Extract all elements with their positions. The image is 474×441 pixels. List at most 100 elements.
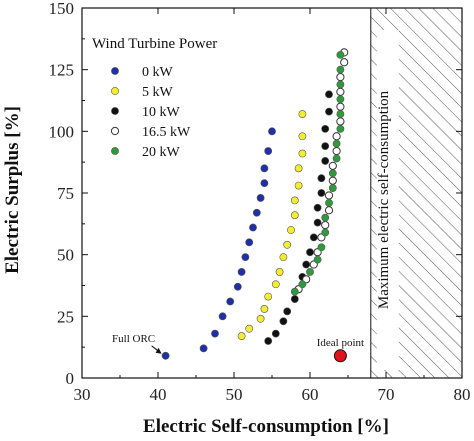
data-point-0-kw-2 xyxy=(211,329,219,338)
data-point-0-kw-3 xyxy=(218,312,227,321)
data-point-5-kw-16 xyxy=(298,110,307,118)
data-point-5-kw-10 xyxy=(290,211,299,220)
data-point-20-kw-5 xyxy=(321,228,330,237)
x-tick-label-2: 50 xyxy=(226,385,243,404)
data-point-5-kw-1 xyxy=(245,324,254,333)
data-point-0-kw-1 xyxy=(199,344,208,353)
data-point-10-kw-12 xyxy=(317,189,326,197)
data-point-10-kw-16 xyxy=(321,124,330,133)
data-point-5-kw-15 xyxy=(298,132,307,141)
data-point-0-kw-11 xyxy=(256,194,265,202)
data-point-5-kw-12 xyxy=(294,181,303,190)
data-point-5-kw-13 xyxy=(294,164,303,173)
points-layer: Ideal point xyxy=(161,48,364,363)
y-tick-label-2: 50 xyxy=(57,246,74,265)
legend-marker-2 xyxy=(111,107,119,115)
data-point-16-5-kw-5 xyxy=(321,220,330,230)
data-point-0-kw-10 xyxy=(252,208,261,217)
data-point-5-kw-2 xyxy=(256,314,265,323)
data-point-10-kw-3 xyxy=(283,307,292,316)
annotations-layer: Full ORC xyxy=(112,333,162,354)
data-point-16-5-kw-12 xyxy=(336,117,345,126)
shaded-region-label-background xyxy=(376,30,399,370)
data-point-0-kw-5 xyxy=(233,282,242,291)
data-point-16-5-kw-16 xyxy=(340,58,349,67)
data-point-10-kw-14 xyxy=(321,157,330,165)
x-tick-label-1: 40 xyxy=(150,385,167,404)
y-tick-label-3: 75 xyxy=(57,184,74,203)
data-point-20-kw-16 xyxy=(336,65,345,74)
data-point-5-kw-7 xyxy=(279,253,288,262)
data-point-20-kw-15 xyxy=(336,80,345,89)
data-point-10-kw-17 xyxy=(325,107,333,116)
data-point-20-kw-2 xyxy=(306,268,314,276)
data-point-16-5-kw-7 xyxy=(324,191,334,200)
data-point-20-kw-11 xyxy=(332,139,341,148)
data-point-20-kw-9 xyxy=(328,169,337,178)
data-point-16-5-kw-13 xyxy=(336,102,345,111)
legend-marker-1 xyxy=(111,87,119,95)
legend-marker-4 xyxy=(111,147,119,155)
data-point-0-kw-13 xyxy=(260,164,269,173)
x-tick-label-4: 70 xyxy=(378,385,395,404)
data-point-10-kw-4 xyxy=(290,295,299,303)
legend-label-4: 20 kW xyxy=(142,145,181,160)
data-point-20-kw-14 xyxy=(336,95,345,104)
data-point-16-5-kw-6 xyxy=(324,206,334,215)
data-point-16-5-kw-11 xyxy=(332,132,341,141)
data-point-0-kw-12 xyxy=(260,179,269,188)
data-point-16-5-kw-8 xyxy=(328,176,337,185)
shaded-region-layer: Maximum electric self-consumption xyxy=(370,8,462,378)
data-point-10-kw-10 xyxy=(313,218,322,227)
data-point-20-kw-4 xyxy=(317,243,326,252)
data-point-5-kw-9 xyxy=(287,226,295,234)
data-point-20-kw-3 xyxy=(313,255,322,264)
data-point-0-kw-6 xyxy=(237,268,246,276)
data-point-5-kw-14 xyxy=(298,149,307,158)
legend-label-1: 5 kW xyxy=(142,85,174,100)
data-point-16-5-kw-9 xyxy=(328,161,337,170)
annotation-arrowhead-0 xyxy=(155,347,162,354)
y-tick-label-6: 150 xyxy=(49,0,75,18)
data-point-20-kw-7 xyxy=(325,198,333,207)
data-point-20-kw-12 xyxy=(336,124,345,133)
data-point-20-kw-13 xyxy=(336,110,345,118)
data-point-20-kw-10 xyxy=(332,154,341,163)
legend-marker-3 xyxy=(110,126,120,136)
annotation-label-0: Full ORC xyxy=(112,333,155,345)
data-point-10-kw-18 xyxy=(325,90,333,99)
data-point-5-kw-6 xyxy=(275,268,284,276)
data-point-10-kw-11 xyxy=(313,203,322,212)
data-point-10-kw-9 xyxy=(309,233,318,242)
data-point-10-kw-13 xyxy=(317,174,326,183)
data-point-20-kw-0 xyxy=(290,287,299,296)
x-tick-label-5: 80 xyxy=(454,385,471,404)
data-point-0-kw-15 xyxy=(268,127,276,136)
legend-title: Wind Turbine Power xyxy=(92,36,217,52)
data-point-0-kw-9 xyxy=(249,223,257,232)
y-tick-label-1: 25 xyxy=(57,307,74,326)
legend-label-3: 16.5 kW xyxy=(142,125,191,140)
data-point-0-kw-0 xyxy=(161,351,170,360)
data-point-5-kw-0 xyxy=(237,332,246,340)
data-point-20-kw-17 xyxy=(336,50,345,59)
data-point-10-kw-2 xyxy=(279,317,288,326)
ideal-point-label: Ideal point xyxy=(317,337,364,349)
data-point-5-kw-5 xyxy=(271,280,280,289)
legend-label-0: 0 kW xyxy=(142,65,174,80)
data-point-5-kw-8 xyxy=(283,240,292,249)
data-point-16-5-kw-15 xyxy=(336,72,345,82)
shaded-region-label: Maximum electric self-consumption xyxy=(376,90,392,309)
data-point-10-kw-7 xyxy=(302,260,311,269)
data-point-5-kw-11 xyxy=(290,196,299,205)
data-point-10-kw-1 xyxy=(271,329,280,338)
data-point-0-kw-8 xyxy=(245,238,254,247)
data-point-0-kw-4 xyxy=(226,297,235,306)
ticks-layer: 30 40 50 60 70 80 0 25 50 75 100 125 150 xyxy=(49,0,471,404)
legend-marker-0 xyxy=(111,67,119,75)
data-point-10-kw-8 xyxy=(306,248,314,257)
data-point-16-5-kw-14 xyxy=(336,87,345,96)
data-point-0-kw-7 xyxy=(241,253,250,262)
data-point-10-kw-0 xyxy=(264,337,273,345)
